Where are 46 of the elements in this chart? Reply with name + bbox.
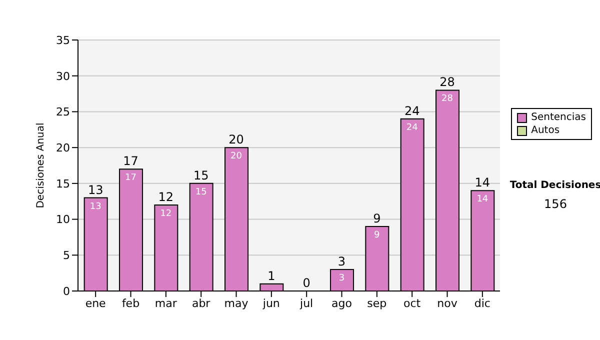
y-tick-label: 5 [63,249,70,262]
data-label: 13 [90,202,102,212]
legend-label: Autos [531,124,560,137]
data-label: 9 [374,230,380,240]
total-label: 28 [440,75,455,90]
x-tick-label: oct [404,296,422,310]
legend-label: Sentencias [531,111,586,124]
total-label: 12 [158,190,174,204]
total-label: 17 [123,154,138,168]
data-label: 17 [125,173,136,184]
y-tick-label: 10 [56,213,70,226]
y-tick-label: 0 [63,284,70,298]
x-tick-label: ago [332,296,352,310]
total-label: 24 [404,104,420,118]
x-tick-label: abr [192,296,211,310]
total-label: 3 [338,254,346,268]
x-tick-label: nov [437,296,458,310]
total-label: 13 [88,182,104,197]
data-label: 3 [338,273,345,284]
total-label: 0 [302,276,310,290]
data-label: 12 [160,208,172,219]
data-label: 14 [476,194,488,205]
data-label: 28 [442,94,454,104]
total-label: 9 [373,211,381,226]
y-tick-label: 35 [56,34,70,47]
x-tick-label: ene [85,296,106,310]
x-tick-label: jun [262,296,280,310]
x-tick-label: feb [122,296,140,310]
text: 156 [543,197,568,211]
total-label: 14 [474,176,490,190]
y-tick-label: 25 [56,106,70,119]
x-tick-label: dic [474,296,490,310]
x-tick-label: jul [299,296,314,310]
y-tick-label: 30 [56,70,70,83]
data-label: 15 [195,187,207,198]
y-axis-title: Decisiones Anual [36,122,47,208]
total-label: 20 [228,132,244,147]
data-label: 20 [230,152,242,162]
total-label: 15 [193,168,209,182]
y-tick-label: 20 [56,141,70,154]
x-tick-label: mar [154,296,178,310]
data-label: 24 [406,122,418,133]
total-label: 1 [268,268,276,283]
y-tick-label: 15 [56,177,70,190]
x-tick-label: sep [367,296,387,310]
x-tick-label: may [224,296,249,310]
